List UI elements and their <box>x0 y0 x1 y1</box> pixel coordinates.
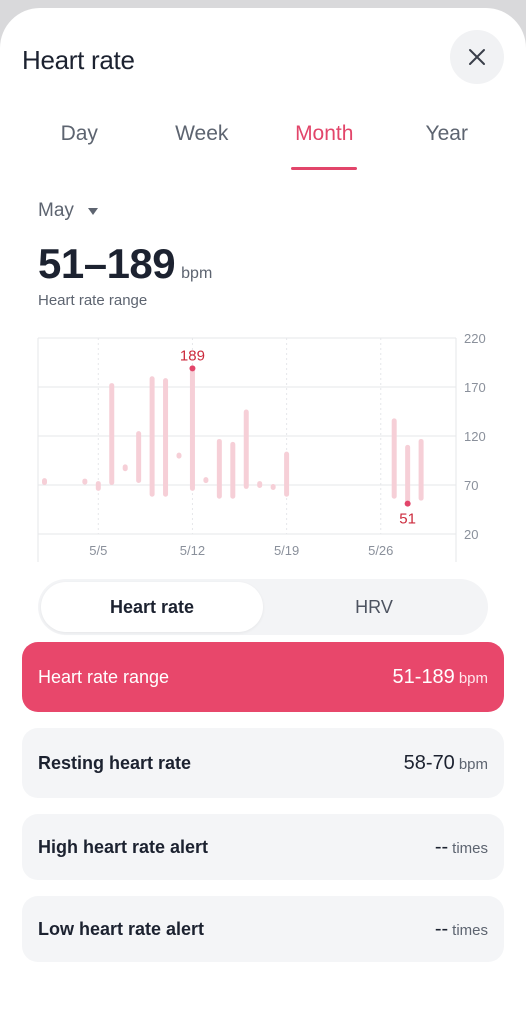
range-bar <box>136 431 142 484</box>
card-label: Low heart rate alert <box>38 918 205 939</box>
annotation-label: 189 <box>180 347 205 364</box>
range-bar <box>405 444 411 504</box>
card-heart-rate-range[interactable]: Heart rate range 51-189 bpm <box>22 642 504 712</box>
range-bar <box>270 483 276 490</box>
card-value-number: -- <box>434 917 449 940</box>
range-bar <box>418 438 424 501</box>
y-tick-label: 220 <box>464 331 486 346</box>
range-bar <box>95 481 101 491</box>
caret-down-icon <box>87 207 98 215</box>
toggle-hrv[interactable]: HRV <box>355 596 393 617</box>
x-tick-label: 5/26 <box>368 543 393 558</box>
range-caption: Heart rate range <box>38 292 148 309</box>
range-unit: bpm <box>181 265 213 282</box>
month-label: May <box>38 200 74 221</box>
y-tick-label: 70 <box>464 478 478 493</box>
card-value-unit: times <box>452 839 488 857</box>
card-low-heart-rate-alert[interactable]: Low heart rate alert -- times <box>22 896 504 962</box>
annotation-dot <box>404 500 411 507</box>
metric-toggle: Heart rate HRV <box>38 579 488 635</box>
range-bar <box>391 418 397 499</box>
card-value: 58-70 bpm <box>404 752 488 775</box>
range-bar <box>176 452 182 459</box>
y-tick-label: 20 <box>464 527 478 542</box>
card-value-unit: times <box>452 921 488 939</box>
card-value: 51-189 bpm <box>393 666 488 689</box>
tab-month[interactable]: Month <box>263 120 386 170</box>
toggle-heart-rate[interactable]: Heart rate <box>41 582 263 632</box>
range-summary: 51–189 bpm <box>38 240 212 288</box>
card-resting-heart-rate[interactable]: Resting heart rate 58-70 bpm <box>22 728 504 798</box>
tab-day[interactable]: Day <box>60 122 98 145</box>
tab-year[interactable]: Year <box>425 122 468 145</box>
range-bar <box>42 478 47 485</box>
card-label: Heart rate range <box>38 666 170 687</box>
card-label: Resting heart rate <box>38 752 192 773</box>
heart-rate-sheet: Heart rate Day Week Month Year May 51–18… <box>0 8 526 1024</box>
range-bar <box>149 376 155 497</box>
range-bar <box>203 477 209 484</box>
range-bar <box>243 409 249 489</box>
y-tick-label: 120 <box>464 429 486 444</box>
card-value: -- times <box>435 836 488 859</box>
range-bar <box>189 368 195 491</box>
card-value-number: -- <box>434 835 449 858</box>
range-bar <box>230 441 236 499</box>
page-title: Heart rate <box>22 45 135 75</box>
range-bar <box>284 451 290 497</box>
annotation-label: 51 <box>399 511 416 528</box>
card-value-unit: bpm <box>458 669 488 687</box>
card-value-unit: bpm <box>458 755 488 773</box>
card-label: High heart rate alert <box>38 836 209 857</box>
range-bar <box>109 383 115 485</box>
x-tick-label: 5/19 <box>274 543 299 558</box>
range-bar <box>122 464 128 472</box>
range-bar <box>82 478 88 485</box>
range-bar <box>257 481 263 488</box>
heart-rate-chart[interactable]: 220 170 120 70 20 5/5 5/12 5/19 5/26 189 51 <box>0 318 526 563</box>
range-bar <box>216 438 222 499</box>
card-value-number: 58-70 <box>403 751 455 774</box>
card-value: -- times <box>435 918 488 941</box>
card-value-number: 51-189 <box>392 665 455 688</box>
close-button[interactable] <box>450 30 504 84</box>
annotation-dot <box>189 365 196 372</box>
period-tabs: Day Week Month Year <box>18 120 508 170</box>
range-bar <box>163 378 169 497</box>
x-tick-label: 5/5 <box>89 543 107 558</box>
card-high-heart-rate-alert[interactable]: High heart rate alert -- times <box>22 814 504 880</box>
range-value: 51–189 <box>38 240 176 287</box>
x-tick-label: 5/12 <box>180 543 205 558</box>
close-icon <box>469 49 485 65</box>
tab-week[interactable]: Week <box>175 122 229 145</box>
month-selector[interactable]: May <box>38 200 98 222</box>
y-tick-label: 170 <box>464 380 486 395</box>
